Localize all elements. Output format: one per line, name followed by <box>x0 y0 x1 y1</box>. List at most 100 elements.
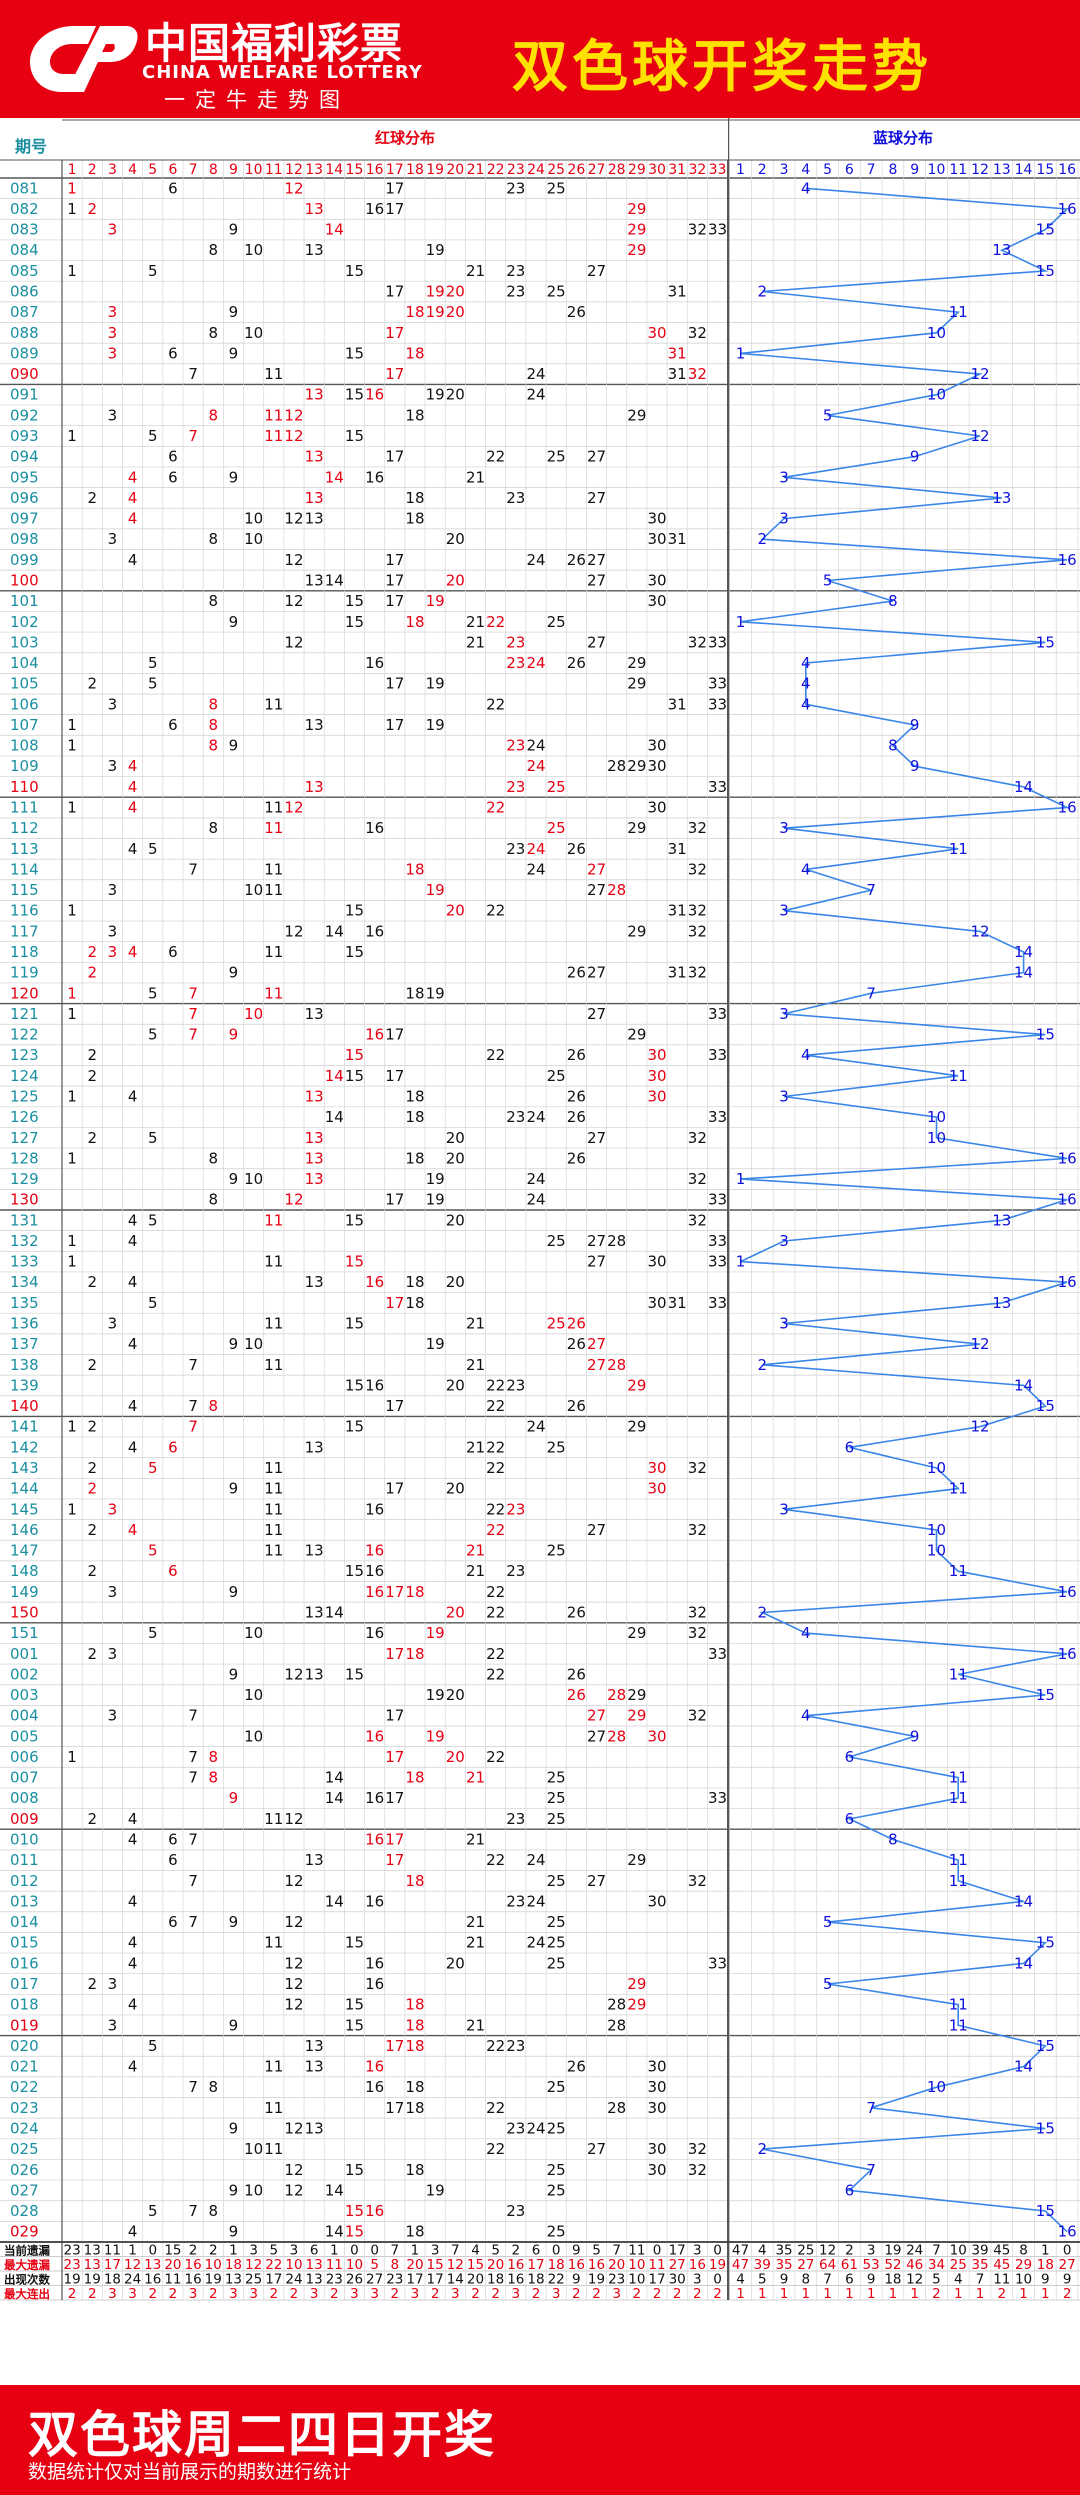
period-label: 021 <box>10 2058 39 2076</box>
blue-ball-number: 11 <box>949 303 968 321</box>
red-ball-number: 32 <box>688 860 707 878</box>
blue-ball-number: 10 <box>927 2078 946 2096</box>
red-stat-value: 18 <box>225 2257 242 2273</box>
red-ball-number: 2 <box>87 1480 97 1498</box>
red-ball-number: 21 <box>466 633 485 651</box>
red-ball-number: 11 <box>264 1480 283 1498</box>
blue-stat-value: 1 <box>802 2286 811 2302</box>
red-stat-value: 10 <box>628 2271 645 2287</box>
red-stat-value: 17 <box>648 2271 665 2287</box>
red-ball-number: 23 <box>506 778 525 796</box>
red-ball-number: 23 <box>506 2202 525 2220</box>
red-ball-number: 7 <box>188 427 198 445</box>
blue-ball-number: 4 <box>801 654 811 672</box>
red-column-number: 14 <box>325 162 343 178</box>
red-ball-number: 3 <box>108 1707 118 1725</box>
red-stat-value: 19 <box>205 2271 222 2287</box>
red-ball-number: 15 <box>345 1253 364 1271</box>
red-stat-value: 2 <box>653 2286 662 2302</box>
red-ball-number: 23 <box>506 1376 525 1394</box>
red-ball-number: 4 <box>128 943 138 961</box>
red-ball-number: 1 <box>67 799 77 817</box>
red-ball-number: 8 <box>209 1149 219 1167</box>
period-label: 136 <box>10 1315 39 1333</box>
stats-label: 最大连出 <box>4 2287 50 2301</box>
period-label: 124 <box>10 1067 39 1085</box>
red-ball-number: 28 <box>607 1727 626 1745</box>
red-ball-number: 2 <box>87 1418 97 1436</box>
red-ball-number: 13 <box>305 1149 324 1167</box>
blue-stat-value: 1 <box>758 2286 767 2302</box>
red-column-number: 6 <box>168 162 177 178</box>
red-ball-number: 21 <box>466 613 485 631</box>
red-ball-number: 26 <box>567 1108 586 1126</box>
red-ball-number: 7 <box>188 1397 198 1415</box>
red-ball-number: 16 <box>365 1562 384 1580</box>
red-ball-number: 14 <box>325 1108 344 1126</box>
red-ball-number: 15 <box>345 1046 364 1064</box>
red-ball-number: 12 <box>284 799 303 817</box>
red-ball-number: 19 <box>426 716 445 734</box>
blue-ball-header: 蓝球分布 <box>873 129 933 147</box>
blue-stat-value: 35 <box>775 2242 792 2258</box>
red-stat-value: 2 <box>269 2286 278 2302</box>
red-ball-number: 17 <box>385 592 404 610</box>
red-ball-number: 1 <box>67 716 77 734</box>
red-ball-number: 28 <box>607 1686 626 1704</box>
red-column-number: 7 <box>189 162 198 178</box>
red-ball-number: 30 <box>647 592 666 610</box>
red-ball-number: 9 <box>229 1913 239 1931</box>
red-ball-number: 22 <box>486 1603 505 1621</box>
red-ball-number: 32 <box>688 1707 707 1725</box>
blue-stat-value: 0 <box>1063 2242 1072 2258</box>
red-ball-number: 15 <box>345 427 364 445</box>
red-ball-number: 4 <box>128 1087 138 1105</box>
red-ball-number: 17 <box>385 1294 404 1312</box>
red-ball-number: 30 <box>647 1727 666 1745</box>
red-ball-number: 17 <box>385 551 404 569</box>
red-ball-number: 8 <box>209 819 219 837</box>
blue-ball-number: 8 <box>888 592 898 610</box>
blue-stat-value: 5 <box>932 2271 941 2287</box>
period-label: 009 <box>10 1810 39 1828</box>
red-stat-value: 16 <box>144 2271 161 2287</box>
blue-stat-value: 12 <box>819 2242 836 2258</box>
red-ball-number: 18 <box>405 2078 424 2096</box>
red-stat-value: 1 <box>128 2242 137 2258</box>
red-ball-number: 21 <box>466 1934 485 1952</box>
period-label: 014 <box>10 1913 39 1931</box>
red-stat-value: 16 <box>568 2257 585 2273</box>
red-column-number: 26 <box>567 162 585 178</box>
blue-stat-value: 6 <box>845 2271 854 2287</box>
red-ball-number: 12 <box>284 1810 303 1828</box>
blue-ball-number: 16 <box>1058 2223 1077 2241</box>
blue-ball-number: 7 <box>866 984 876 1002</box>
red-ball-number: 18 <box>405 1149 424 1167</box>
red-ball-number: 24 <box>526 757 545 775</box>
period-label: 117 <box>10 922 39 940</box>
red-ball-number: 9 <box>229 2223 239 2241</box>
red-ball-number: 27 <box>587 1356 606 1374</box>
red-ball-number: 25 <box>547 448 566 466</box>
red-ball-number: 9 <box>229 1665 239 1683</box>
red-ball-number: 21 <box>466 1769 485 1787</box>
red-ball-number: 4 <box>128 1934 138 1952</box>
red-ball-number: 22 <box>486 1583 505 1601</box>
red-ball-number: 31 <box>668 365 687 383</box>
blue-stat-value: 11 <box>993 2271 1010 2287</box>
red-ball-number: 12 <box>284 592 303 610</box>
red-ball-number: 12 <box>284 922 303 940</box>
blue-ball-number: 5 <box>823 1913 833 1931</box>
period-label: 142 <box>10 1438 39 1456</box>
red-ball-number: 1 <box>67 1149 77 1167</box>
red-stat-value: 20 <box>467 2271 484 2287</box>
red-ball-number: 28 <box>607 2099 626 2117</box>
red-stat-value: 20 <box>608 2257 625 2273</box>
red-stat-value: 18 <box>487 2271 504 2287</box>
red-ball-number: 15 <box>345 2161 364 2179</box>
red-ball-number: 25 <box>547 283 566 301</box>
red-ball-number: 18 <box>405 1294 424 1312</box>
red-ball-number: 28 <box>607 1996 626 2014</box>
red-ball-number: 6 <box>168 468 178 486</box>
blue-stat-value: 27 <box>1059 2257 1076 2273</box>
